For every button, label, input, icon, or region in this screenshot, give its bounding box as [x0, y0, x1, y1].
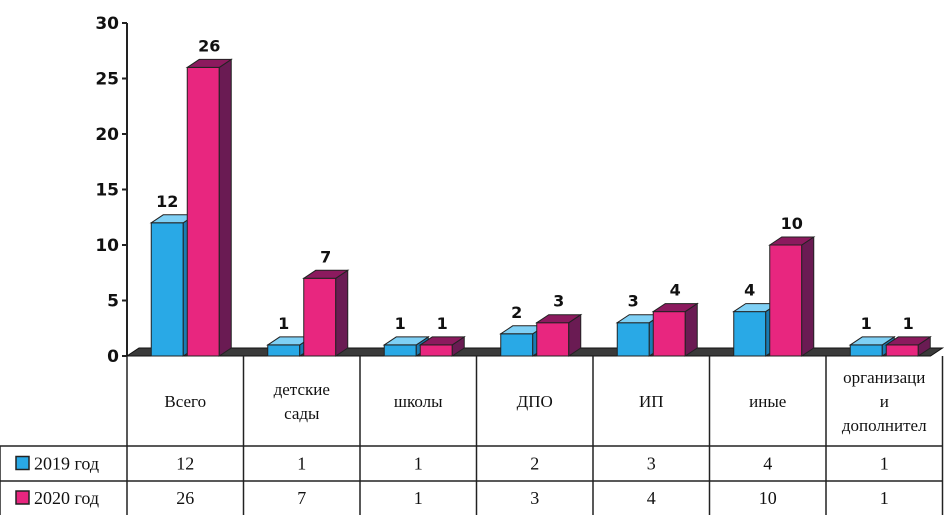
table-cell: 2 [530, 454, 539, 474]
bar-front [849, 344, 883, 357]
bar [535, 313, 583, 357]
category-label: школы [394, 392, 443, 411]
y-tick-label: 20 [95, 125, 119, 145]
bar-top [768, 236, 816, 246]
y-tick-label: 5 [107, 292, 119, 312]
bar-top [651, 303, 699, 313]
y-tick-label: 15 [95, 181, 119, 201]
bar-side [335, 269, 349, 357]
table-cell: 3 [647, 454, 656, 474]
data-label: 26 [198, 36, 220, 55]
table-cell: 1 [880, 454, 889, 474]
data-table: Всего детские сады школы ДПО ИП иные организаци… [0, 356, 944, 515]
category-label: детские [274, 380, 330, 399]
y-tick-label: 0 [107, 347, 119, 367]
category-label: дополнител [842, 416, 927, 435]
bar-front [652, 311, 686, 357]
legend-label: 2019 год [34, 454, 99, 474]
table-cell: 7 [297, 488, 306, 508]
bar-front [616, 322, 650, 357]
bar-side [684, 302, 698, 357]
bar [768, 236, 816, 357]
bar [185, 58, 233, 357]
bar-top [848, 336, 896, 346]
data-label: 1 [395, 314, 406, 333]
data-label: 4 [744, 281, 755, 300]
table-cell: 1 [880, 488, 889, 508]
legend-label: 2020 год [34, 488, 99, 508]
bar-front [419, 344, 453, 357]
legend-swatch [15, 455, 30, 471]
table-cell: 10 [759, 488, 777, 508]
bar-front [383, 344, 417, 357]
category-label: организаци [843, 368, 925, 387]
category-label: ДПО [517, 392, 553, 411]
data-label: 10 [781, 214, 803, 233]
table-cell: 3 [530, 488, 539, 508]
bar-front [536, 322, 570, 357]
data-label: 1 [278, 314, 289, 333]
data-label: 1 [903, 314, 914, 333]
bar-top [535, 314, 583, 324]
bar-side [801, 236, 815, 357]
bar-front [769, 244, 803, 357]
bar-front [733, 311, 767, 357]
table-row: 2019 год 12 1 1 2 3 4 1 [15, 454, 889, 474]
category-label: ИП [639, 392, 664, 411]
bar [382, 335, 430, 357]
bar-top [418, 336, 466, 346]
y-axis: 0 5 10 15 20 25 30 [95, 14, 128, 367]
table-cell: 1 [414, 488, 423, 508]
data-label: 3 [628, 292, 639, 311]
bar-front [150, 222, 184, 357]
bar [651, 302, 699, 357]
data-label: 1 [861, 314, 872, 333]
data-label: 1 [437, 314, 448, 333]
table-cell: 1 [414, 454, 423, 474]
category-label: иные [749, 392, 786, 411]
data-label: 12 [156, 192, 178, 211]
bar-top [884, 336, 932, 346]
data-label: 7 [320, 247, 331, 266]
data-label: 2 [511, 303, 522, 322]
bar-front [500, 333, 534, 357]
y-tick-label: 10 [95, 236, 119, 256]
bar-top [185, 58, 233, 68]
category-label: Всего [164, 392, 206, 411]
table-row: 2020 год 26 7 1 3 4 10 1 [15, 488, 889, 508]
category-label: и [880, 392, 889, 411]
data-label: 3 [553, 292, 564, 311]
data-label: 4 [670, 281, 681, 300]
bar [884, 335, 932, 357]
table-cell: 12 [176, 454, 194, 474]
bar [418, 335, 466, 357]
bar [302, 269, 350, 357]
bar-side [218, 58, 232, 357]
bar-front [303, 277, 337, 357]
y-tick-label: 25 [95, 70, 119, 90]
table-cell: 1 [297, 454, 306, 474]
table-cell: 26 [176, 488, 194, 508]
bar-front [267, 344, 301, 357]
y-tick-label: 30 [95, 14, 119, 34]
bar-front [885, 344, 919, 357]
legend-swatch [15, 490, 30, 505]
table-cell: 4 [763, 454, 772, 474]
bar-top [382, 336, 430, 346]
bars [149, 58, 932, 357]
bar-top [302, 269, 350, 279]
category-label: сады [284, 404, 320, 423]
table-cell: 4 [647, 488, 656, 508]
bar-front [186, 66, 220, 357]
